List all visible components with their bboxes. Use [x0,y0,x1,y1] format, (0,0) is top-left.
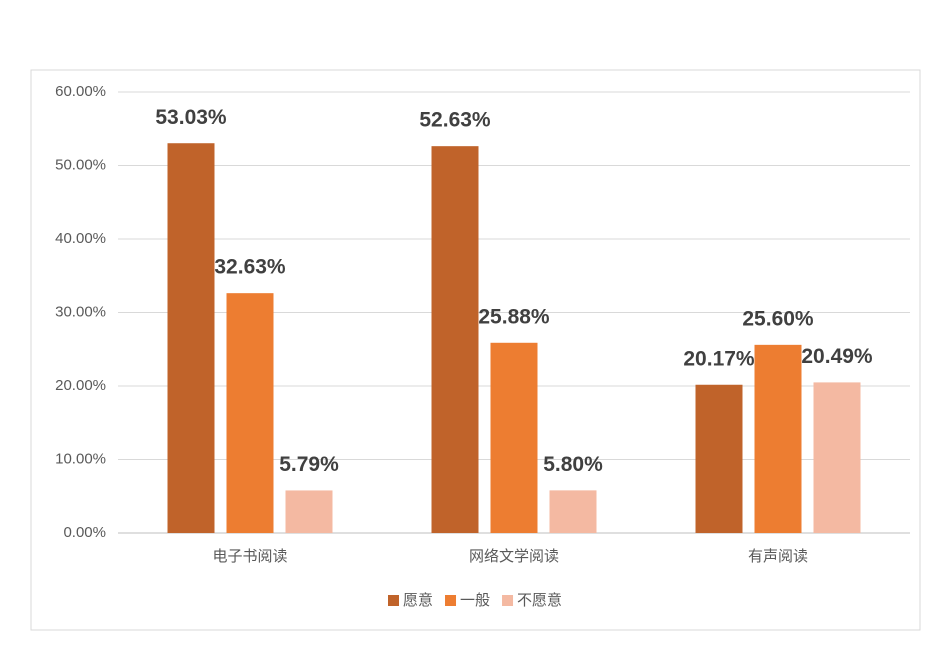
y-tick-label: 10.00% [55,450,106,467]
value-label: 53.03% [155,106,227,129]
value-label: 32.63% [214,256,286,279]
y-tick-label: 40.00% [55,230,106,247]
bar [490,342,538,533]
bar [431,146,479,533]
y-tick-label: 50.00% [55,156,106,173]
value-label: 25.60% [742,307,814,330]
bar [167,143,215,534]
value-label: 52.63% [419,109,491,132]
value-label: 5.80% [543,453,603,476]
y-tick-label: 30.00% [55,303,106,320]
x-tick-label: 网络文学阅读 [469,548,559,565]
chart-frame [30,69,921,631]
x-tick-label: 有声阅读 [748,547,808,565]
value-label: 25.88% [478,305,550,328]
y-tick-label: 0.00% [63,524,106,541]
value-label: 20.17% [683,347,755,370]
y-tick-label: 60.00% [55,83,106,100]
bar [285,490,333,533]
bar [549,490,597,533]
bar [695,384,743,533]
value-label: 5.79% [279,453,339,476]
legend-swatch [502,595,514,606]
legend-label: 一般 [460,592,490,609]
legend-swatch [445,595,457,606]
bar [754,344,802,533]
bar [813,382,861,533]
legend-swatch [388,595,399,606]
legend-label: 愿意 [403,591,433,609]
x-tick-label: 电子书阅读 [212,548,287,565]
bar [226,293,274,533]
legend-label: 不愿意 [517,591,562,609]
value-label: 20.49% [801,345,873,368]
y-tick-label: 20.00% [55,377,106,394]
